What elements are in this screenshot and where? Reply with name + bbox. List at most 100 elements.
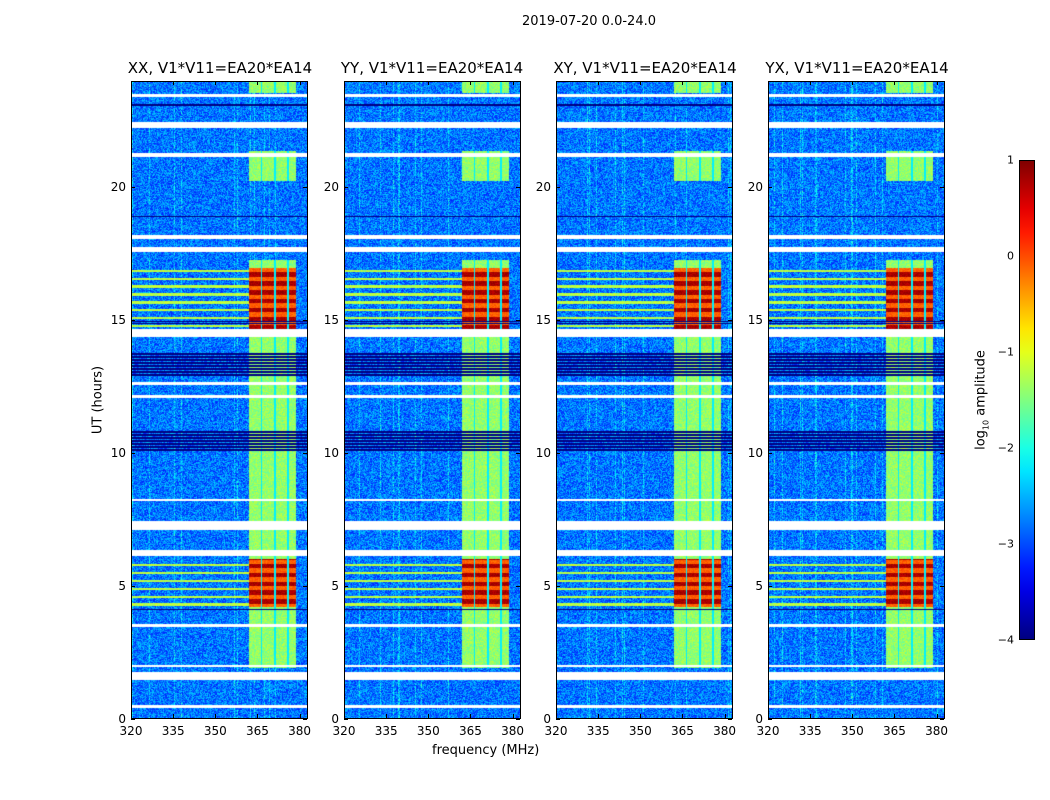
y-tick-label: 10 — [535, 446, 551, 461]
y-tick-mark — [303, 719, 307, 720]
x-tick-label: 335 — [586, 724, 610, 738]
y-axis-label: UT (hours) — [90, 365, 106, 435]
y-tick-label: 15 — [323, 313, 339, 328]
colorbar-tick-label: −2 — [997, 441, 1014, 455]
y-tick-label: 20 — [535, 180, 551, 195]
y-tick-mark — [131, 719, 135, 720]
x-tick-label: 380 — [501, 724, 525, 738]
x-tick-mark — [344, 81, 345, 85]
y-tick-label: 20 — [747, 180, 763, 195]
y-tick-mark — [556, 187, 560, 189]
y-tick-mark — [303, 586, 307, 588]
y-tick-mark — [516, 187, 520, 189]
y-tick-mark — [344, 320, 348, 322]
y-tick-mark — [940, 187, 944, 189]
y-tick-mark — [516, 586, 520, 588]
x-tick-label: 350 — [416, 724, 440, 738]
x-tick-mark — [215, 714, 217, 718]
x-tick-mark — [428, 81, 430, 85]
y-tick-label: 5 — [755, 579, 763, 594]
colorbar-tick-label: 1 — [1007, 153, 1014, 167]
y-tick-mark — [556, 320, 560, 322]
panel-title-yx: YX, V1*V11=EA20*EA14 — [765, 59, 949, 77]
heatmap-yx — [769, 82, 944, 718]
x-tick-mark — [299, 81, 301, 85]
y-tick-label: 15 — [535, 313, 551, 328]
x-tick-mark — [598, 81, 600, 85]
colorbar-label-log: log — [973, 430, 989, 450]
y-tick-label: 0 — [331, 712, 339, 726]
y-tick-label: 10 — [323, 446, 339, 461]
waterfall-panel-yy — [344, 81, 521, 719]
x-tick-label: 320 — [756, 724, 780, 738]
x-tick-mark — [768, 714, 769, 718]
x-tick-mark — [215, 81, 217, 85]
x-tick-label: 350 — [628, 724, 652, 738]
colorbar-label-sub: 10 — [981, 419, 991, 431]
y-tick-mark — [556, 453, 560, 455]
heatmap-xx — [132, 82, 307, 718]
x-tick-label: 365 — [458, 724, 482, 738]
x-tick-label: 365 — [245, 724, 269, 738]
y-tick-label: 10 — [110, 446, 126, 461]
y-tick-mark — [131, 187, 135, 189]
y-tick-mark — [344, 187, 348, 189]
x-tick-mark — [512, 714, 514, 718]
y-tick-label: 0 — [755, 712, 763, 726]
x-tick-mark — [131, 81, 132, 85]
x-tick-mark — [173, 81, 175, 85]
x-tick-mark — [640, 81, 642, 85]
y-tick-mark — [940, 586, 944, 588]
y-tick-mark — [344, 453, 348, 455]
x-tick-label: 380 — [925, 724, 949, 738]
x-tick-mark — [682, 81, 684, 85]
x-tick-label: 320 — [332, 724, 356, 738]
x-tick-mark — [598, 714, 600, 718]
x-tick-mark — [512, 81, 514, 85]
y-tick-label: 20 — [110, 180, 126, 195]
y-tick-mark — [728, 187, 732, 189]
y-tick-mark — [728, 453, 732, 455]
y-tick-mark — [516, 320, 520, 322]
colorbar-tick-label: −4 — [997, 633, 1014, 647]
y-tick-mark — [303, 187, 307, 189]
y-tick-label: 10 — [747, 446, 763, 461]
y-tick-mark — [556, 586, 560, 588]
panel-title-yy: YY, V1*V11=EA20*EA14 — [340, 59, 524, 77]
x-tick-label: 380 — [713, 724, 737, 738]
heatmap-xy — [557, 82, 732, 718]
x-tick-mark — [724, 714, 726, 718]
x-tick-mark — [810, 714, 812, 718]
x-tick-mark — [768, 81, 769, 85]
y-tick-mark — [728, 320, 732, 322]
y-tick-mark — [940, 320, 944, 322]
y-tick-mark — [940, 453, 944, 455]
x-tick-label: 350 — [840, 724, 864, 738]
y-tick-mark — [556, 719, 560, 720]
y-tick-mark — [303, 453, 307, 455]
x-tick-label: 335 — [161, 724, 185, 738]
heatmap-yy — [345, 82, 520, 718]
x-tick-mark — [640, 714, 642, 718]
colorbar-label-rest: amplitude — [973, 350, 989, 420]
y-tick-mark — [131, 586, 135, 588]
y-tick-mark — [768, 453, 772, 455]
x-tick-label: 365 — [670, 724, 694, 738]
y-tick-mark — [768, 586, 772, 588]
y-tick-mark — [768, 320, 772, 322]
x-tick-label: 365 — [882, 724, 906, 738]
waterfall-panel-xx — [131, 81, 308, 719]
x-tick-mark — [936, 81, 938, 85]
y-tick-label: 15 — [747, 313, 763, 328]
x-tick-mark — [470, 714, 472, 718]
y-tick-mark — [728, 719, 732, 720]
x-tick-label: 380 — [288, 724, 312, 738]
x-tick-mark — [131, 714, 132, 718]
y-tick-mark — [344, 719, 348, 720]
y-tick-label: 5 — [331, 579, 339, 594]
y-tick-mark — [940, 719, 944, 720]
x-axis-label: frequency (MHz) — [432, 743, 540, 758]
x-tick-mark — [257, 714, 259, 718]
y-tick-label: 0 — [543, 712, 551, 726]
x-tick-mark — [257, 81, 259, 85]
